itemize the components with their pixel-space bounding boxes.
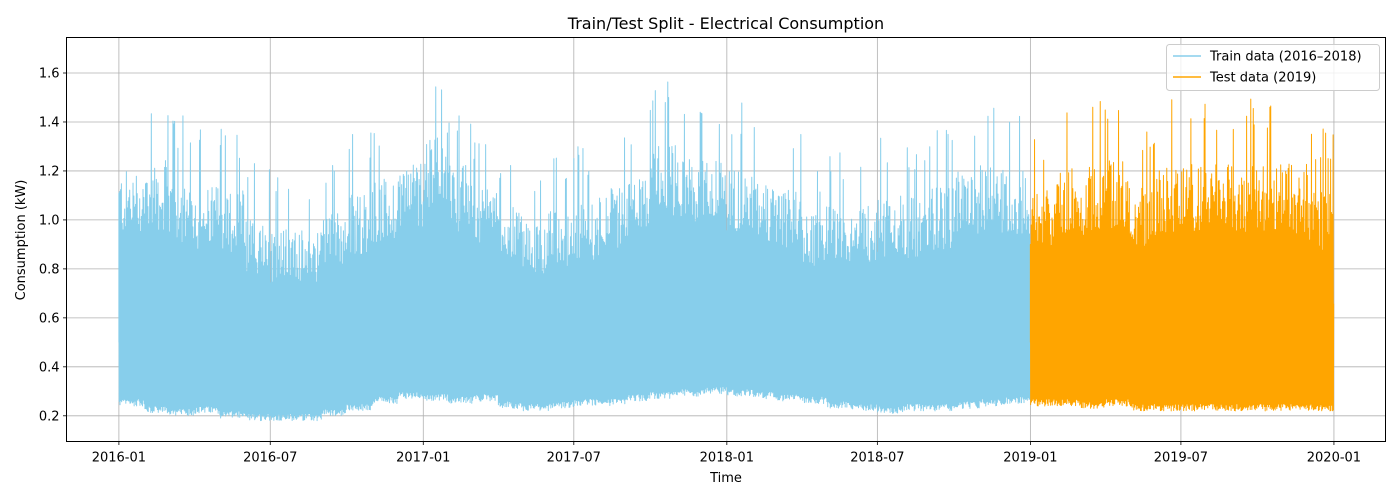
- y-tick-label: 0.4: [39, 360, 60, 375]
- test-series-line: [1029, 98, 1335, 412]
- legend-box: [1166, 44, 1380, 91]
- x-tick-label: 2016-07: [243, 451, 297, 466]
- x-tick-label: 2018-07: [850, 451, 904, 466]
- y-axis-label: Consumption (kW): [14, 180, 29, 301]
- x-tick-label: 2020-01: [1307, 451, 1361, 466]
- x-axis-label: Time: [709, 471, 742, 486]
- tick-layer: 2016-01 2016-07 2017-01 2017-07 2018-01 2018-…: [39, 67, 1361, 466]
- y-tick-label: 1.2: [39, 164, 60, 179]
- series-layer: [118, 81, 1335, 422]
- y-tick-label: 1.4: [39, 115, 60, 130]
- x-tick-label: 2019-07: [1154, 451, 1208, 466]
- train-series-line: [118, 81, 1031, 422]
- y-tick-label: 0.2: [39, 409, 60, 424]
- plot-frame: [66, 37, 1386, 442]
- x-tick-label: 2018-01: [700, 451, 754, 466]
- chart-title: Train/Test Split - Electrical Consumptio…: [567, 14, 884, 33]
- legend-test-label: Test data (2019): [1209, 71, 1316, 86]
- legend: Train data (2016–2018) Test data (2019): [1166, 44, 1380, 91]
- x-tick-label: 2017-07: [547, 451, 601, 466]
- y-tick-label: 1.0: [39, 213, 60, 228]
- x-tick-label: 2017-01: [396, 451, 450, 466]
- y-tick-label: 0.8: [39, 262, 60, 277]
- y-tick-label: 1.6: [39, 67, 60, 82]
- x-tick-label: 2019-01: [1003, 451, 1057, 466]
- y-tick-label: 0.6: [39, 311, 60, 326]
- x-tick-label: 2016-01: [92, 451, 146, 466]
- legend-train-label: Train data (2016–2018): [1209, 50, 1362, 65]
